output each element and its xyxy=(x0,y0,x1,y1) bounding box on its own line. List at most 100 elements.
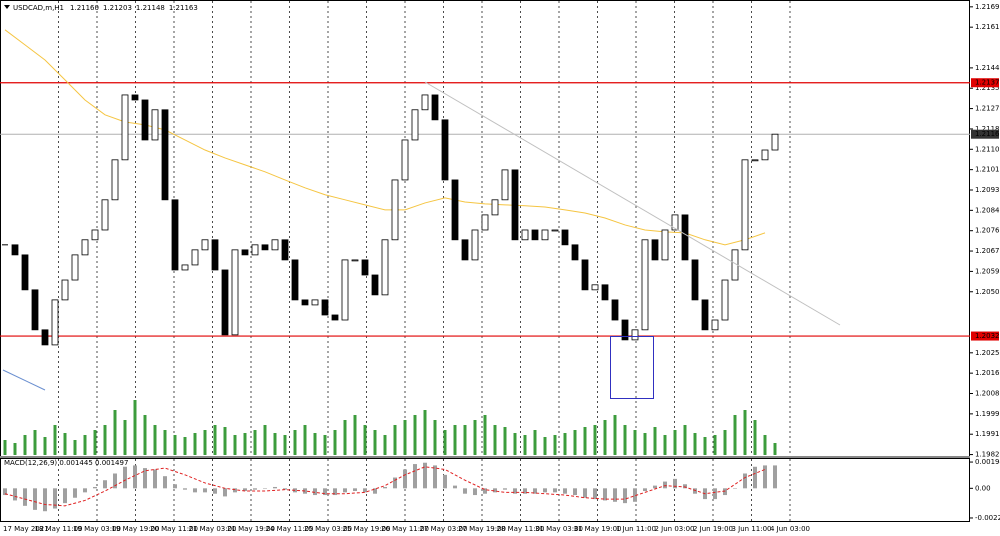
macd-bar xyxy=(643,488,647,492)
macd-bar xyxy=(353,488,357,492)
volume-bar xyxy=(743,410,747,455)
time-label: 27 May 03:00 xyxy=(419,525,467,533)
header-value: 1.21163 xyxy=(169,4,198,12)
macd-bar xyxy=(473,488,477,496)
candle xyxy=(231,249,239,336)
time-label: 26 May 11:00 xyxy=(381,525,429,533)
macd-bar xyxy=(233,488,237,493)
volume-bar xyxy=(503,427,507,455)
level-label: 1.21378 xyxy=(975,79,1000,87)
labels-layer: USDCAD,m,H1 MACD(12,26,9) 0.001445 0.001… xyxy=(3,3,1000,533)
volume-bar xyxy=(33,430,37,455)
macd-bar xyxy=(493,488,497,493)
macd-bar xyxy=(143,468,147,489)
candle xyxy=(501,169,509,201)
volume-bar xyxy=(163,430,167,455)
macd-bar xyxy=(773,465,777,489)
macd-bar xyxy=(683,484,687,489)
volume-bar xyxy=(23,435,27,455)
time-label: 28 May 11:00 xyxy=(496,525,544,533)
candle xyxy=(621,319,629,341)
volume-bar xyxy=(573,430,577,455)
macd-bar xyxy=(73,488,77,498)
candle xyxy=(381,239,389,296)
volume-bar xyxy=(53,425,57,455)
macd-bar xyxy=(93,486,97,489)
time-label: 25 May 03:00 xyxy=(304,525,352,533)
time-label: 1 Jun 11:00 xyxy=(616,525,656,533)
macd-bar xyxy=(53,488,57,509)
macd-bar xyxy=(343,488,347,493)
macd-bar xyxy=(503,488,507,490)
macd-bar xyxy=(23,488,27,506)
candle xyxy=(191,249,199,266)
time-label: 31 May 19:00 xyxy=(573,525,621,533)
candle xyxy=(111,159,119,201)
candle xyxy=(431,94,439,121)
candle xyxy=(281,239,289,261)
macd-bar xyxy=(653,485,657,489)
candle xyxy=(11,244,19,256)
macd-bar xyxy=(463,488,467,494)
candle xyxy=(741,159,749,251)
candle xyxy=(131,94,139,101)
candle xyxy=(181,264,189,271)
macd-bar xyxy=(183,488,187,490)
time-label: 31 May 03:00 xyxy=(535,525,583,533)
candle xyxy=(121,94,129,161)
candle xyxy=(541,229,549,241)
candle xyxy=(331,314,339,321)
macd-bar xyxy=(613,488,617,502)
header-value: 1.21160 xyxy=(70,4,99,12)
volume-bar xyxy=(183,437,187,455)
volume-bar xyxy=(203,430,207,455)
volume-bar xyxy=(213,425,217,455)
candle xyxy=(611,299,619,321)
volume-bar xyxy=(663,435,667,455)
symbol-header: USDCAD,m,H1 xyxy=(13,4,64,12)
price-tick-label: 1.21440 xyxy=(975,64,1000,72)
price-tick-label: 1.20505 xyxy=(975,288,1000,296)
price-tick-label: 1.19825 xyxy=(975,451,1000,459)
macd-bar xyxy=(693,488,697,494)
macd-bar xyxy=(123,466,127,489)
candle xyxy=(701,299,709,331)
volume-bar xyxy=(193,433,197,455)
macd-title: MACD(12,26,9) 0.001445 0.001497 xyxy=(4,459,128,467)
volume-bar xyxy=(773,443,777,455)
volume-bar xyxy=(173,435,177,455)
candle xyxy=(571,244,579,261)
price-tick-label: 1.20250 xyxy=(975,349,1000,357)
candle xyxy=(321,299,329,316)
volume-bar xyxy=(43,437,47,455)
macd-tick-label: -0.002201 xyxy=(975,514,1000,522)
volume-bar xyxy=(323,435,327,455)
macd-bar xyxy=(363,488,367,493)
volume-bar xyxy=(483,415,487,455)
macd-bar xyxy=(113,473,117,489)
volume-bar xyxy=(443,430,447,455)
price-tick-label: 1.21100 xyxy=(975,145,1000,153)
volume-bar xyxy=(703,437,707,455)
volume-bar xyxy=(643,433,647,455)
macd-bar xyxy=(243,488,247,492)
level-label: 1.20320 xyxy=(975,332,1000,340)
volume-bar xyxy=(353,415,357,455)
candle xyxy=(291,259,299,301)
macd-bar xyxy=(13,488,17,501)
volume-bar xyxy=(453,425,457,455)
candle xyxy=(561,229,569,246)
macd-bar xyxy=(133,465,137,489)
candle xyxy=(31,289,39,331)
volume-bar xyxy=(333,430,337,455)
candle xyxy=(411,109,419,141)
time-label: 3 Jun 11:00 xyxy=(731,525,771,533)
candle xyxy=(481,214,489,231)
level-label-box xyxy=(971,78,999,88)
volume-bar xyxy=(553,435,557,455)
candle xyxy=(551,229,559,232)
price-tick-label: 1.21185 xyxy=(975,125,1000,133)
price-tick-label: 1.20675 xyxy=(975,247,1000,255)
volume-bar xyxy=(113,410,117,455)
volume-bar xyxy=(393,425,397,455)
